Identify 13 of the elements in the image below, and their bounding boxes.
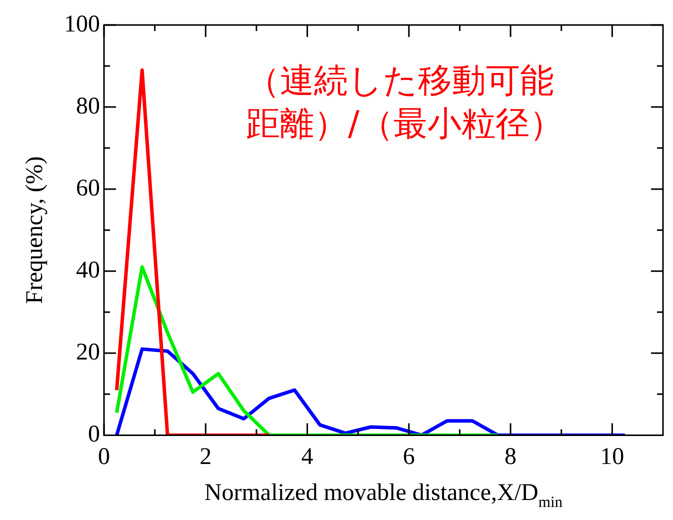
x-tick-label: 4	[301, 444, 314, 470]
y-tick-label: 40	[76, 257, 100, 284]
y-axis-title: Frequency, (%)	[22, 156, 48, 304]
x-tick-label: 8	[504, 444, 517, 470]
annotation: （連続した移動可能距離）/（最小粒径）	[246, 61, 564, 144]
x-tick-label: 10	[600, 444, 624, 470]
x-tick-label: 2	[200, 444, 212, 470]
y-tick-label: 60	[76, 175, 100, 202]
y-tick-label: 100	[64, 11, 100, 38]
y-tick-label: 0	[88, 421, 100, 448]
y-tick-label: 80	[76, 93, 100, 120]
y-tick-label: 20	[76, 339, 100, 366]
x-tick-label: 6	[402, 444, 415, 470]
